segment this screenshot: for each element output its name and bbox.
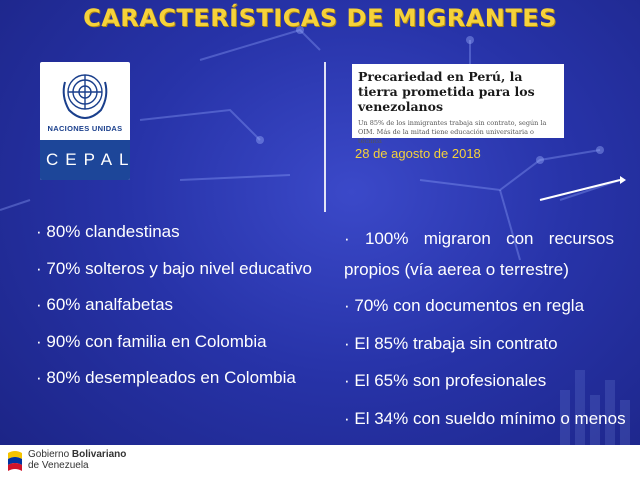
right-stats: · 100% migraron con recursos propios (ví… <box>344 221 626 443</box>
slide-title: CARACTERÍSTICAS DE MIGRANTES <box>83 4 557 32</box>
footer-line1-bold: Bolivariano <box>71 449 127 460</box>
news-headline: Precariedad en Perú, la tierra prometida… <box>358 69 535 114</box>
list-item: · 80% desempleados en Colombia <box>36 368 296 387</box>
un-emblem-icon <box>62 74 108 119</box>
list-item: · El 34% con sueldo mínimo o menos <box>344 408 626 428</box>
list-item: · El 85% trabaja sin contrato <box>344 333 558 353</box>
footer-government-label: Gobierno Bolivariano de Venezuela <box>28 449 126 471</box>
word: migraron <box>423 229 491 248</box>
right-stat-first-line: · 100% migraron con recursos <box>344 221 614 257</box>
left-stats-list: · 80% clandestinas · 70% solteros y bajo… <box>36 221 316 404</box>
list-item: · 80% clandestinas <box>36 222 180 241</box>
news-date: 28 de agosto de 2018 <box>355 146 481 161</box>
list-item: · El 65% son profesionales <box>344 371 547 390</box>
footer-bar <box>0 445 640 480</box>
list-item: · 70% solteros y bajo nivel educativo <box>36 258 312 278</box>
logo-org-name: NACIONES UNIDAS <box>47 124 123 133</box>
un-cepal-logo: NACIONES UNIDAS CEPAL <box>40 62 130 180</box>
right-stat-continuation: propios (vía aerea o terrestre) <box>344 260 569 279</box>
word: con <box>506 229 534 248</box>
word: · <box>344 229 350 248</box>
vertical-divider <box>324 62 326 212</box>
news-subhead: Un 85% de los inmigrantes trabaja sin co… <box>358 119 547 145</box>
venezuela-flag-icon <box>8 451 22 471</box>
word: 100% <box>364 229 409 248</box>
logo-cepal: CEPAL <box>40 140 130 180</box>
list-item: · 60% analfabetas <box>36 295 174 314</box>
right-stats-list: · 70% con documentos en regla · El 85% t… <box>344 293 626 443</box>
news-clipping: Precariedad en Perú, la tierra prometida… <box>352 64 564 145</box>
list-item: · 70% con documentos en regla <box>344 296 585 315</box>
list-item: · 90% con familia en Colombia <box>36 331 267 351</box>
word: recursos <box>548 229 614 248</box>
footer-line1-prefix: Gobierno <box>28 449 72 460</box>
footer-line2: de Venezuela <box>28 460 89 471</box>
